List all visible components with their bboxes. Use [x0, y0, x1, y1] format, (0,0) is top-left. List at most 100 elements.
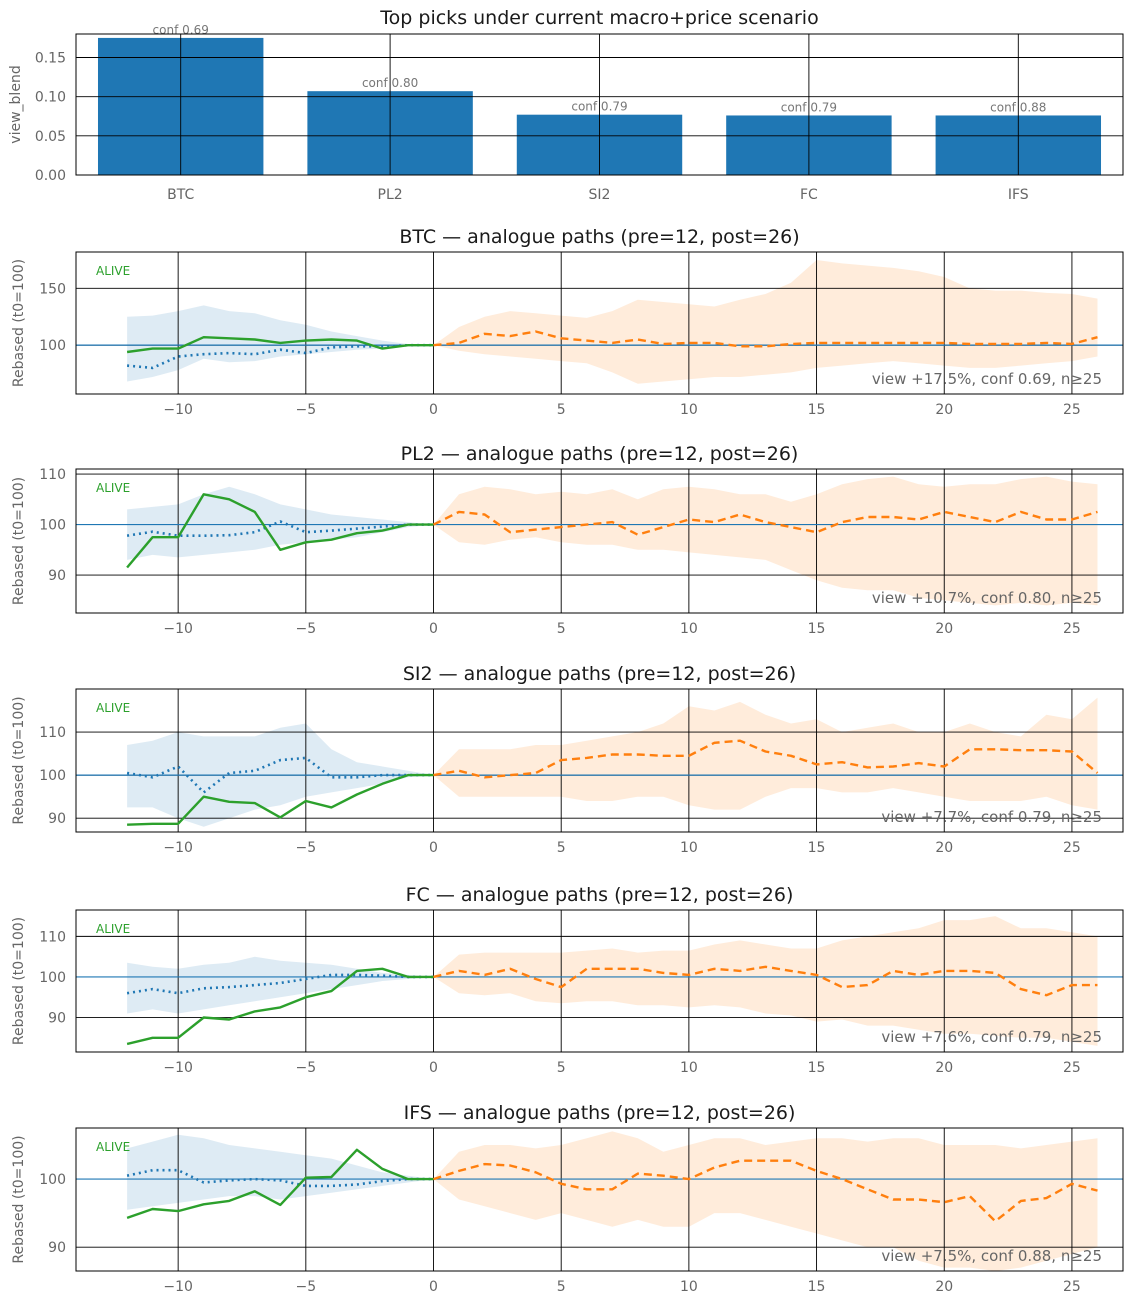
- post-median-line: [433, 739, 1099, 779]
- y-tick-label: 0.05: [35, 129, 66, 145]
- y-tick-label: 0.15: [35, 51, 66, 67]
- post-analogue-band: [433, 697, 1098, 810]
- plot-frame: [75, 1127, 1124, 1272]
- pre-analogue-band: [127, 486, 434, 560]
- y-tick-label: 100: [39, 1172, 66, 1188]
- y-tick-label: 90: [48, 1011, 66, 1027]
- bar-data-label: conf 0.79: [781, 100, 837, 114]
- plot-area: [76, 689, 1123, 832]
- bar-chart: Top picks under current macro+price scen…: [8, 7, 1124, 203]
- status-label: ALIVE: [96, 701, 130, 715]
- view-annotation: view +17.5%, conf 0.69, n≥25: [872, 370, 1102, 388]
- x-tick-label: 10: [680, 1279, 698, 1295]
- x-tick-label: 5: [557, 621, 566, 637]
- current-path-line: [126, 336, 434, 354]
- x-tick-label: 10: [680, 840, 698, 856]
- analogue-panel: −10 −5 0 5 10 15 20 25 90 100 110 PL2 — analogue pa…: [11, 443, 1124, 637]
- x-tick-label: 5: [557, 1060, 566, 1076]
- x-tick-label: −10: [163, 1279, 193, 1295]
- y-axis-label: Rebased (t0=100): [11, 696, 27, 824]
- status-label: ALIVE: [96, 1140, 130, 1154]
- chart-title: IFS — analogue paths (pre=12, post=26): [404, 1102, 796, 1124]
- x-tick-label: 0: [429, 840, 438, 856]
- plot-frame: [75, 688, 1124, 833]
- y-tick-label: 100: [39, 970, 66, 986]
- x-tick-label: 20: [935, 621, 953, 637]
- view-annotation: view +10.7%, conf 0.80, n≥25: [872, 589, 1102, 607]
- x-tick-label: 25: [1063, 402, 1081, 418]
- x-tick-label: 15: [808, 621, 826, 637]
- pre-analogue-band: [127, 1134, 434, 1210]
- post-analogue-band: [433, 1131, 1098, 1271]
- plot-frame: [75, 468, 1124, 614]
- post-median-line: [432, 510, 1098, 536]
- analogue-panel: −10 −5 0 5 10 15 20 25 90 100 110 SI2 — analogue pa…: [11, 663, 1124, 856]
- chart-title: BTC — analogue paths (pre=12, post=26): [399, 226, 799, 248]
- analogue-panel: −10 −5 0 5 10 15 20 25 100 150 BTC — analogue path…: [11, 226, 1124, 418]
- x-tick-label: 15: [808, 840, 826, 856]
- status-label: ALIVE: [96, 922, 130, 936]
- y-tick-label: 150: [39, 281, 66, 297]
- plot-area: [76, 469, 1123, 613]
- x-tick-label: 0: [429, 1279, 438, 1295]
- x-tick-label: FC: [800, 187, 818, 203]
- x-tick-label: −5: [296, 402, 317, 418]
- post-analogue-band: [433, 260, 1098, 384]
- y-tick-label: 0.00: [35, 168, 66, 184]
- x-tick-label: 25: [1063, 1279, 1081, 1295]
- x-tick-label: 0: [429, 621, 438, 637]
- analogue-panel: −10 −5 0 5 10 15 20 25 90 100 IFS — analogue paths…: [11, 1102, 1124, 1295]
- x-tick-label: 25: [1063, 1060, 1081, 1076]
- status-label: ALIVE: [96, 264, 130, 278]
- y-axis-label: view_blend: [8, 65, 24, 143]
- current-path-line: [126, 1148, 434, 1220]
- pre-median-line: [126, 756, 434, 794]
- x-tick-label: −10: [163, 1060, 193, 1076]
- current-path-line: [126, 493, 434, 569]
- x-tick-label: 20: [935, 402, 953, 418]
- x-tick-label: 10: [680, 621, 698, 637]
- plot-frame: [75, 909, 1124, 1053]
- y-axis-label: Rebased (t0=100): [11, 917, 27, 1045]
- plot-frame: [75, 33, 1124, 176]
- post-analogue-band: [433, 476, 1098, 606]
- x-tick-label: −5: [296, 621, 317, 637]
- x-tick-label: 10: [680, 402, 698, 418]
- x-tick-label: 0: [429, 402, 438, 418]
- x-tick-label: IFS: [1008, 187, 1029, 203]
- status-label: ALIVE: [96, 481, 130, 495]
- y-tick-label: 110: [39, 467, 66, 483]
- x-tick-label: 20: [935, 1060, 953, 1076]
- bar-data-label: conf 0.79: [571, 100, 627, 114]
- y-tick-label: 100: [39, 518, 66, 534]
- y-tick-label: 90: [48, 1240, 66, 1256]
- y-tick-label: 100: [39, 338, 66, 354]
- y-axis-label: Rebased (t0=100): [11, 477, 27, 605]
- pre-median-line: [126, 343, 434, 370]
- chart-title: SI2 — analogue paths (pre=12, post=26): [403, 663, 796, 685]
- pre-median-line: [126, 520, 434, 537]
- y-tick-label: 90: [48, 568, 66, 584]
- post-median-line: [433, 965, 1098, 997]
- y-tick-label: 0.10: [35, 90, 66, 106]
- plot-frame: [75, 251, 1124, 395]
- x-tick-label: 10: [680, 1060, 698, 1076]
- x-tick-label: 20: [935, 840, 953, 856]
- view-annotation: view +7.7%, conf 0.79, n≥25: [881, 808, 1102, 826]
- bar-data-label: conf 0.69: [153, 23, 209, 37]
- x-tick-label: BTC: [167, 187, 194, 203]
- x-tick-label: PL2: [378, 187, 403, 203]
- x-tick-label: 25: [1063, 621, 1081, 637]
- x-tick-label: −5: [296, 840, 317, 856]
- view-annotation: view +7.5%, conf 0.88, n≥25: [881, 1247, 1102, 1265]
- x-tick-label: SI2: [589, 187, 611, 203]
- y-tick-label: 110: [39, 929, 66, 945]
- y-axis-label: Rebased (t0=100): [11, 259, 27, 387]
- chart-title: FC — analogue paths (pre=12, post=26): [406, 884, 794, 906]
- x-tick-label: 5: [557, 402, 566, 418]
- x-tick-label: 15: [808, 1279, 826, 1295]
- x-tick-label: −10: [163, 840, 193, 856]
- x-tick-label: −5: [296, 1279, 317, 1295]
